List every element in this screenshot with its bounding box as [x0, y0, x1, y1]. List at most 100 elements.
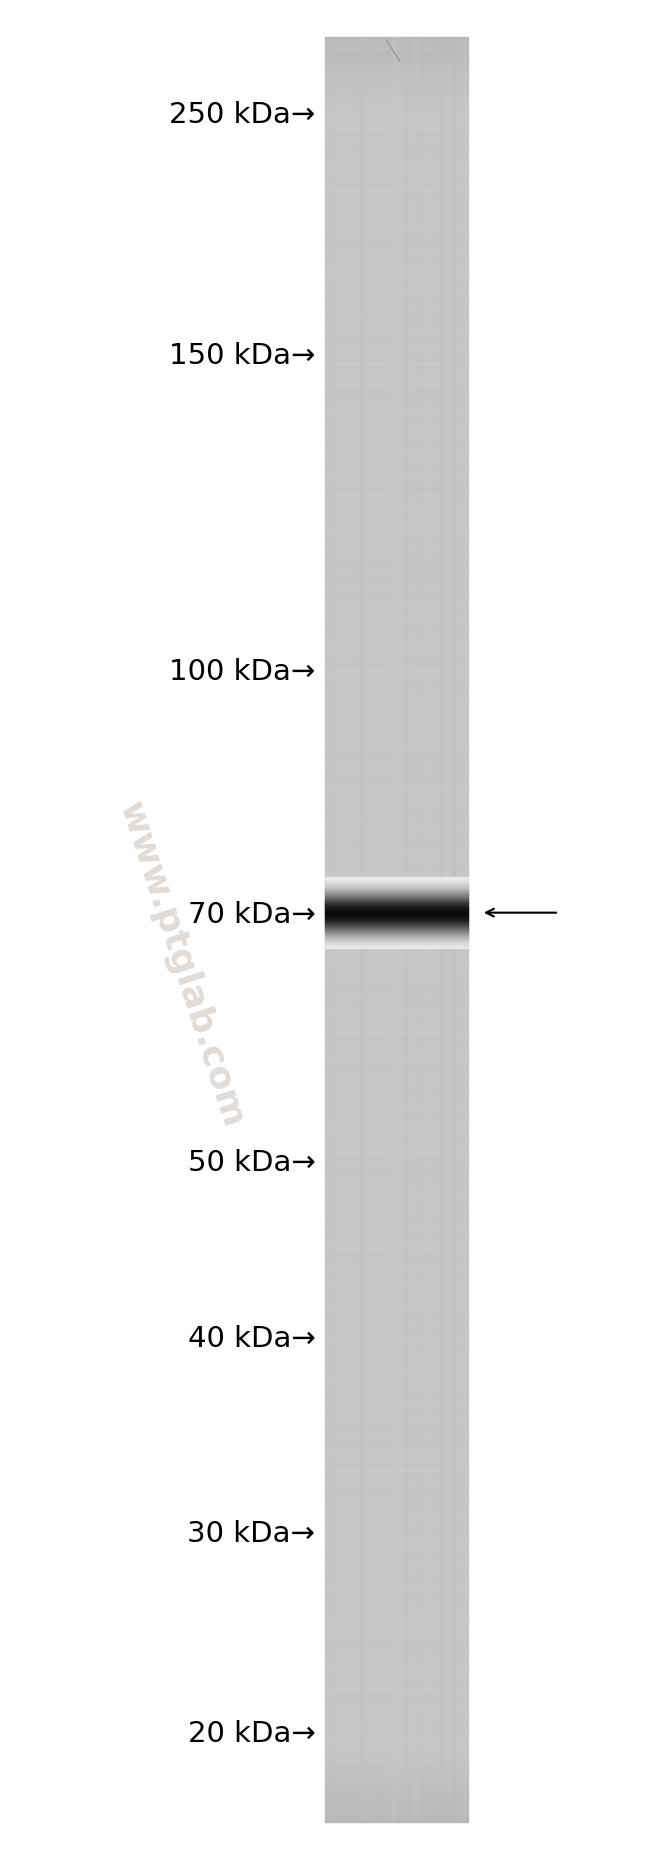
- Bar: [325, 454, 468, 456]
- Bar: [325, 315, 468, 319]
- Bar: [325, 1619, 468, 1621]
- Bar: [325, 1504, 468, 1506]
- Bar: [325, 1015, 468, 1017]
- Bar: [325, 100, 468, 102]
- Bar: [325, 414, 468, 416]
- Bar: [325, 709, 468, 710]
- Bar: [325, 280, 468, 282]
- Bar: [325, 204, 468, 206]
- Bar: [325, 1668, 468, 1670]
- Bar: [325, 288, 468, 289]
- Bar: [325, 1286, 468, 1289]
- Bar: [325, 1499, 468, 1501]
- Bar: [325, 332, 468, 334]
- Bar: [325, 1423, 468, 1425]
- Bar: [325, 1174, 468, 1176]
- Bar: [325, 573, 468, 575]
- Bar: [325, 135, 468, 137]
- Bar: [325, 762, 468, 764]
- Text: 20 kDa→: 20 kDa→: [187, 1720, 315, 1749]
- Bar: [325, 809, 468, 811]
- Bar: [325, 1529, 468, 1532]
- Bar: [325, 195, 468, 198]
- Bar: [325, 1041, 468, 1043]
- Bar: [325, 1328, 468, 1330]
- Bar: [325, 1202, 468, 1204]
- Bar: [325, 1549, 468, 1551]
- Bar: [325, 69, 468, 70]
- Bar: [325, 536, 468, 540]
- Bar: [325, 620, 468, 621]
- Bar: [325, 393, 468, 397]
- Bar: [325, 1720, 468, 1721]
- Bar: [325, 221, 468, 223]
- Bar: [325, 1412, 468, 1414]
- Bar: [325, 1124, 468, 1126]
- Bar: [325, 1048, 468, 1050]
- Bar: [325, 992, 468, 994]
- Bar: [325, 482, 468, 486]
- Bar: [325, 905, 468, 907]
- Bar: [325, 812, 468, 816]
- Bar: [325, 766, 468, 768]
- Bar: [325, 1291, 468, 1293]
- Bar: [325, 1773, 468, 1775]
- Bar: [325, 1263, 468, 1267]
- Bar: [325, 1183, 468, 1185]
- Bar: [325, 1161, 468, 1163]
- Bar: [325, 1469, 468, 1471]
- Bar: [325, 1417, 468, 1421]
- Bar: [325, 198, 468, 200]
- Bar: [325, 210, 468, 211]
- Bar: [325, 460, 468, 464]
- Bar: [325, 920, 468, 922]
- Bar: [325, 1438, 468, 1439]
- Bar: [325, 1436, 468, 1438]
- Bar: [325, 41, 468, 45]
- Bar: [325, 907, 468, 909]
- Bar: [325, 1037, 468, 1039]
- Bar: [325, 555, 468, 556]
- Bar: [325, 1200, 468, 1202]
- Bar: [325, 1284, 468, 1286]
- Bar: [325, 909, 468, 911]
- Bar: [325, 586, 468, 588]
- Bar: [325, 1447, 468, 1449]
- Bar: [325, 1093, 468, 1094]
- Bar: [325, 1660, 468, 1664]
- Bar: [325, 1172, 468, 1174]
- Bar: [325, 1039, 468, 1041]
- Bar: [325, 544, 468, 545]
- Bar: [325, 416, 468, 419]
- Bar: [325, 486, 468, 488]
- Bar: [325, 686, 468, 688]
- Bar: [325, 1621, 468, 1623]
- Bar: [325, 115, 468, 117]
- Bar: [325, 59, 468, 61]
- Bar: [325, 1670, 468, 1671]
- Bar: [325, 1165, 468, 1169]
- Bar: [325, 1373, 468, 1375]
- Bar: [325, 588, 468, 590]
- Bar: [325, 683, 468, 684]
- Bar: [325, 696, 468, 697]
- Bar: [325, 1582, 468, 1586]
- Bar: [325, 1401, 468, 1402]
- Bar: [325, 928, 468, 929]
- Bar: [325, 1104, 468, 1106]
- Bar: [325, 388, 468, 390]
- Bar: [325, 898, 468, 900]
- Bar: [325, 774, 468, 775]
- Bar: [325, 139, 468, 143]
- Bar: [325, 39, 468, 41]
- Bar: [325, 521, 468, 523]
- Bar: [325, 1109, 468, 1113]
- Bar: [325, 1280, 468, 1282]
- Bar: [422, 37, 423, 1822]
- Bar: [325, 963, 468, 965]
- Bar: [325, 529, 468, 531]
- Bar: [325, 37, 468, 39]
- Bar: [325, 595, 468, 597]
- Bar: [325, 653, 468, 655]
- Bar: [325, 744, 468, 746]
